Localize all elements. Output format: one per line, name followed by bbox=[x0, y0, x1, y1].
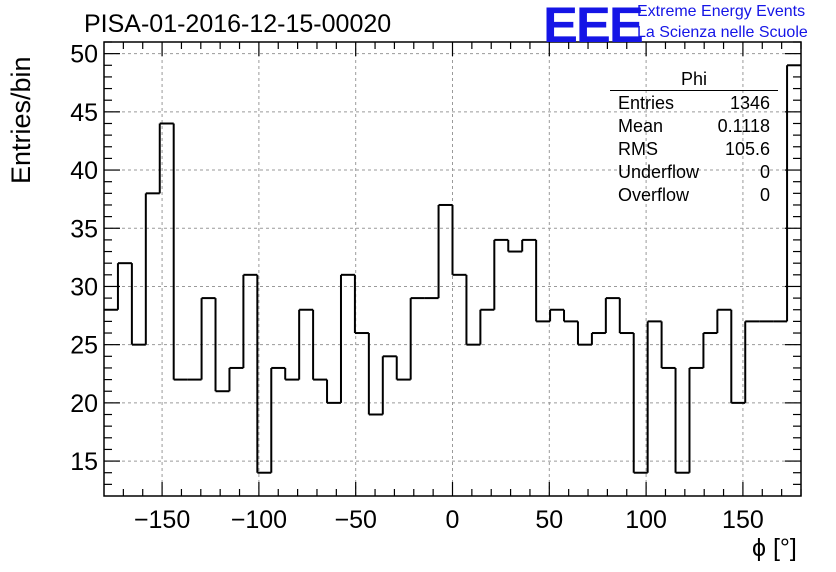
y-tick-label: 30 bbox=[70, 273, 98, 301]
stats-value: 105.6 bbox=[724, 139, 770, 159]
stats-value: 0.1118 bbox=[717, 116, 770, 136]
stats-row-underflow: Underflow 0 bbox=[610, 161, 778, 184]
stats-row-rms: RMS 105.6 bbox=[610, 138, 778, 161]
stats-label: RMS bbox=[618, 139, 658, 159]
chart-title: PISA-01-2016-12-15-00020 bbox=[84, 10, 392, 38]
y-tick-label: 25 bbox=[70, 332, 98, 360]
y-tick-label: 45 bbox=[70, 99, 98, 127]
logo-subtitle-line2: La Scienza nelle Scuole bbox=[637, 24, 808, 41]
stats-row-overflow: Overflow 0 bbox=[610, 184, 778, 207]
y-tick-label: 20 bbox=[70, 390, 98, 418]
x-tick-label: 150 bbox=[722, 506, 764, 534]
stats-value: 0 bbox=[759, 162, 770, 182]
logo-subtitle-line1: Extreme Energy Events bbox=[637, 3, 806, 20]
x-tick-label: −150 bbox=[134, 506, 190, 534]
y-tick-label: 15 bbox=[70, 448, 98, 476]
y-tick-label: 50 bbox=[70, 41, 98, 69]
y-tick-label: 35 bbox=[70, 215, 98, 243]
stats-row-entries: Entries 1346 bbox=[610, 92, 778, 115]
x-tick-label: 0 bbox=[446, 506, 460, 534]
stats-value: 0 bbox=[759, 185, 770, 205]
x-tick-label: −50 bbox=[334, 506, 376, 534]
x-tick-label: 100 bbox=[625, 506, 667, 534]
stats-label: Entries bbox=[618, 93, 675, 113]
x-tick-label: 50 bbox=[535, 506, 563, 534]
x-tick-label: −100 bbox=[231, 506, 287, 534]
stats-value: 1346 bbox=[729, 93, 770, 113]
stats-label: Underflow bbox=[618, 162, 700, 182]
stats-label: Overflow bbox=[618, 185, 690, 205]
y-axis-label: Entries/bin bbox=[6, 56, 36, 184]
stats-box: Phi Entries 1346 Mean 0.1118 RMS 105.6 U… bbox=[610, 68, 778, 207]
stats-title: Phi bbox=[610, 68, 778, 91]
y-tick-label: 40 bbox=[70, 157, 98, 185]
eee-logo: EEE bbox=[543, 0, 644, 53]
stats-row-mean: Mean 0.1118 bbox=[610, 115, 778, 138]
x-axis-label: ϕ [°] bbox=[752, 534, 797, 562]
stats-label: Mean bbox=[618, 116, 664, 136]
